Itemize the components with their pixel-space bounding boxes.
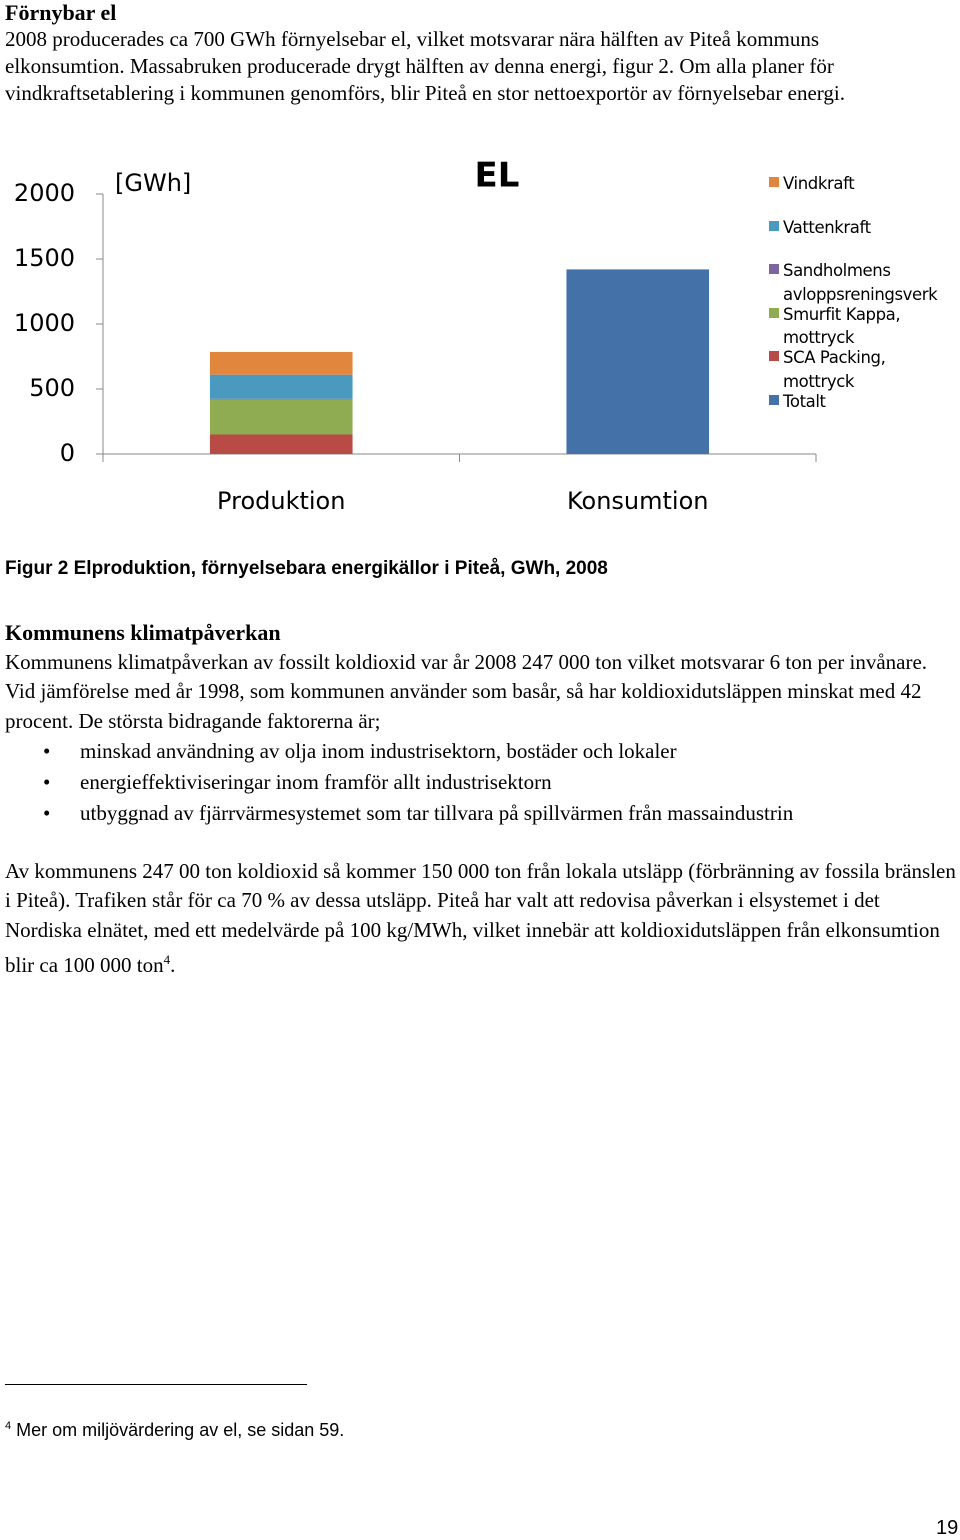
legend-swatch [769, 395, 779, 405]
bar [209, 399, 353, 435]
legend-item: Sandholmens avloppsreningsverk [769, 259, 959, 306]
bullet-item: utbyggnad av fjärrvärmesystemet som tar … [5, 798, 955, 829]
bar [209, 434, 353, 454]
text: Av kommunens 247 00 ton koldioxid så kom… [5, 859, 956, 977]
paragraph: Av kommunens 247 00 ton koldioxid så kom… [5, 857, 960, 980]
chart: [GWh] EL 0 500 1000 1500 2000 Produktion Konsu… [14, 156, 817, 515]
page-number: 19 [936, 1517, 959, 1539]
legend-swatch [769, 307, 779, 318]
legend-label: Totalt [783, 392, 826, 411]
y-tick-label: 1500 [14, 244, 75, 272]
legend-swatch [769, 264, 779, 275]
paragraph: Kommunens klimatpåverkan av fossilt kold… [5, 650, 928, 733]
legend-swatch [769, 351, 779, 362]
legend-item: Totalt [769, 390, 959, 414]
legend-item: Smurfit Kappa, mottryck [769, 303, 959, 350]
legend-item: SCA Packing, mottryck [769, 346, 959, 393]
legend-label: Vindkraft [783, 174, 855, 193]
y-tick-label: 500 [29, 374, 75, 402]
bar [566, 269, 710, 454]
x-tick-label: Produktion [217, 487, 345, 515]
footnote-ref: 4 [163, 951, 171, 967]
legend-label: Vattenkraft [783, 217, 871, 237]
legend-item: Vindkraft [769, 172, 959, 196]
chart-title: EL [475, 156, 520, 196]
y-tick-label: 2000 [14, 179, 75, 207]
text: . [170, 952, 176, 977]
y-tick-label: 0 [60, 439, 75, 467]
caption: Figur 2 Elproduktion, förnyelsebara ener… [5, 558, 608, 579]
bullet-item: energieffektiviseringar inom framför all… [5, 767, 955, 798]
x-tick-label: Konsumtion [567, 487, 709, 515]
heading: Förnybar el [5, 0, 117, 25]
bullet-item: minskad användning av olja inom industri… [5, 736, 955, 767]
footnote-number: 4 [5, 1420, 12, 1432]
legend-label: Sandholmens avloppsreningsverk [783, 261, 938, 304]
bar [209, 351, 353, 375]
legend-item: Vattenkraft [769, 216, 959, 240]
legend-swatch [769, 177, 779, 187]
bar [209, 374, 353, 399]
bar [209, 398, 353, 400]
legend-label: SCA Packing, mottryck [783, 348, 886, 391]
legend-swatch [769, 220, 779, 231]
bullet-list: minskad användning av olja inom industri… [5, 736, 955, 829]
heading: Kommunens klimatpåverkan [5, 620, 281, 645]
footnote: 4 Mer om miljövärdering av el, se sidan … [5, 1420, 344, 1441]
footnote-rule [5, 1384, 307, 1385]
unit-label: [GWh] [115, 169, 191, 197]
footnote-text: Mer om miljövärdering av el, se sidan 59… [16, 1420, 345, 1440]
y-tick-label: 1000 [14, 309, 75, 337]
legend-label: Smurfit Kappa, mottryck [783, 304, 901, 348]
paragraph: 2008 producerades ca 700 GWh förnyelseba… [5, 27, 845, 105]
